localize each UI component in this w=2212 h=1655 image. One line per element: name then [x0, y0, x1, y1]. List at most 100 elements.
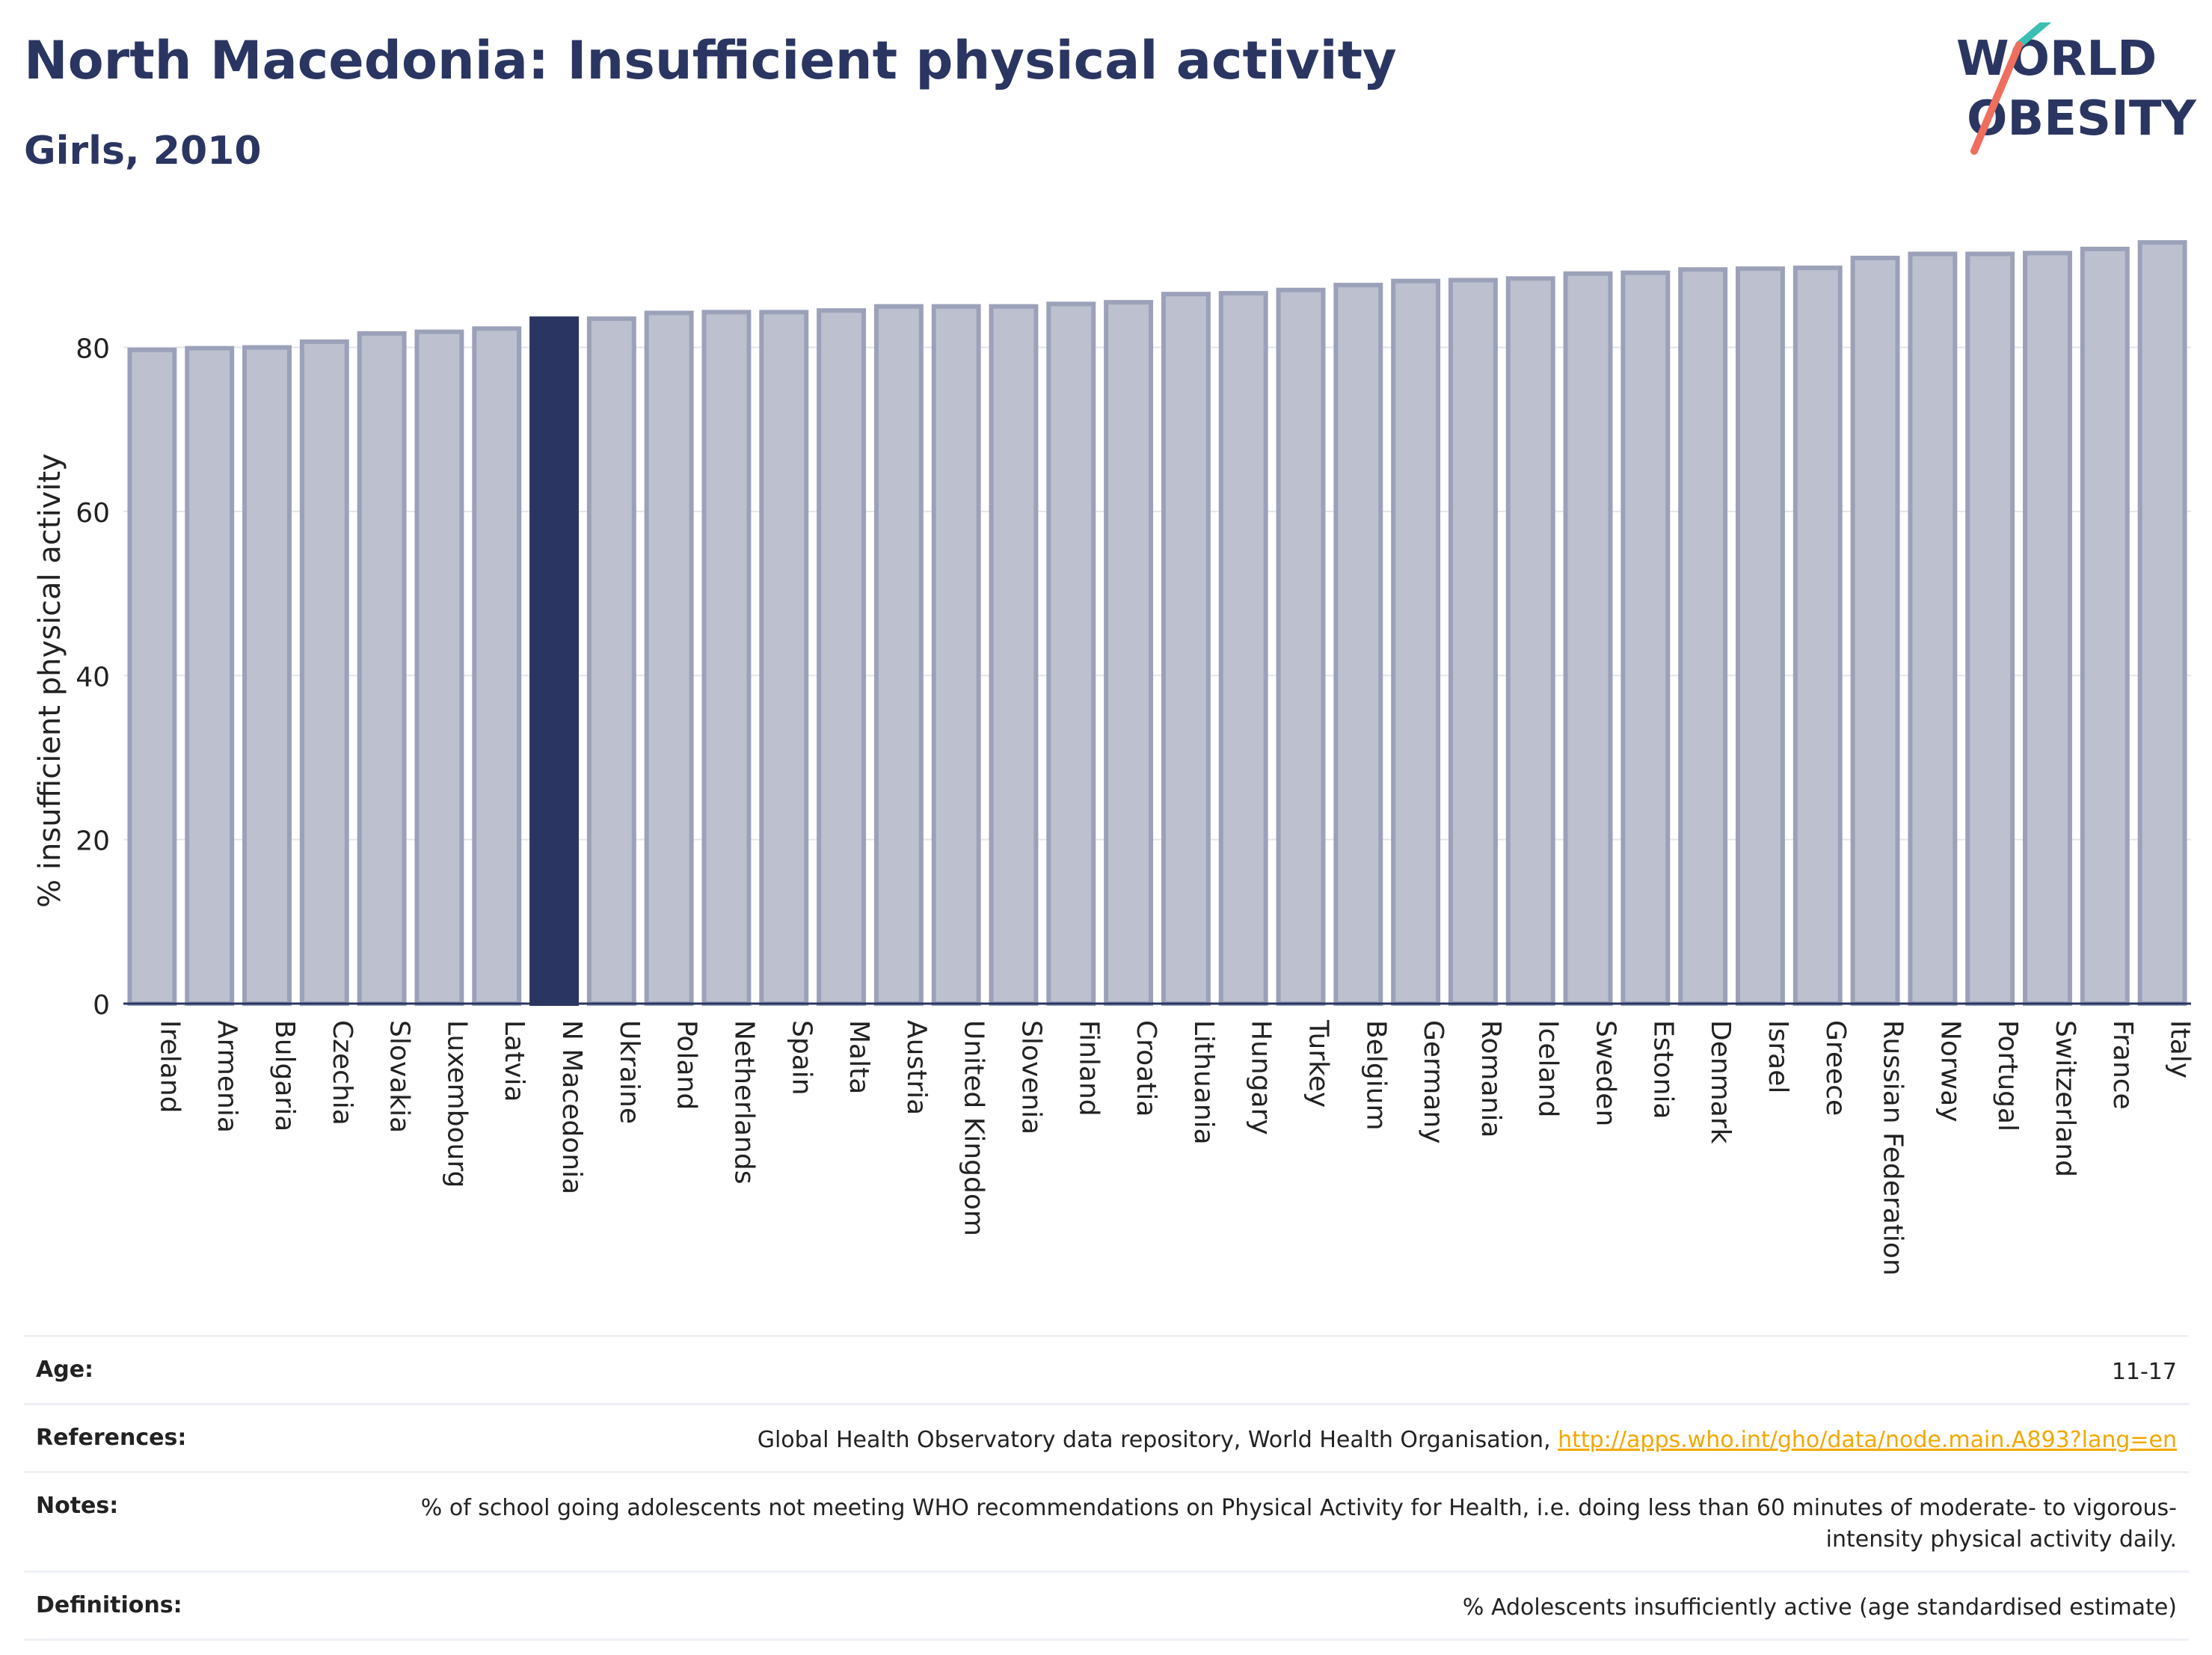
- world-obesity-logo: WORLD OBESITY: [1956, 22, 2196, 155]
- meta-value: 11-17: [2111, 1359, 2177, 1385]
- x-tick-label: Israel: [1763, 1020, 1793, 1093]
- x-tick-label: Iceland: [1533, 1020, 1564, 1117]
- bar-germany: [1391, 278, 1441, 1006]
- x-tick-label: Estonia: [1647, 1020, 1678, 1120]
- x-tick-label: Bulgaria: [269, 1020, 300, 1132]
- bar-belgium: [1333, 283, 1383, 1006]
- chart-subtitle: Girls, 2010: [24, 129, 262, 174]
- x-tick-label: Greece: [1820, 1020, 1851, 1116]
- bar-greece: [1792, 265, 1843, 1006]
- bar-netherlands: [701, 310, 752, 1006]
- bar-lithuania: [1161, 292, 1211, 1006]
- x-tick-label: Romania: [1475, 1020, 1506, 1137]
- bar-switzerland: [2023, 251, 2072, 1006]
- axes: 0 20 40 60 80 Ireland Armenia Bulgaria Czechia Sl…: [76, 334, 2195, 1276]
- bar-portugal: [1965, 251, 2015, 1006]
- x-tick-label: Sweden: [1591, 1020, 1621, 1126]
- x-tick-label: Germany: [1418, 1020, 1448, 1143]
- bar-iceland: [1505, 276, 1555, 1006]
- gridlines: [123, 346, 2191, 841]
- x-tick-label: Poland: [672, 1020, 702, 1110]
- meta-row-notes: Notes: % of school going adolescents not…: [24, 1471, 2189, 1570]
- bar-spain: [759, 310, 809, 1006]
- references-text: Global Health Observatory data repositor…: [757, 1427, 1558, 1453]
- bar-italy: [2137, 240, 2187, 1006]
- bar-turkey: [1276, 287, 1326, 1006]
- x-tick-label: Netherlands: [728, 1020, 759, 1184]
- x-tick-label: Lithuania: [1188, 1020, 1219, 1145]
- bar-armenia: [185, 346, 235, 1006]
- bar-united-kingdom: [931, 304, 981, 1006]
- bar-croatia: [1104, 300, 1154, 1006]
- x-tick-label: Croatia: [1131, 1020, 1161, 1117]
- x-tick-label: Ukraine: [614, 1020, 645, 1124]
- bar-ukraine: [586, 316, 636, 1006]
- x-tick-label: Belgium: [1360, 1020, 1391, 1131]
- x-tick-label: Slovakia: [384, 1020, 415, 1133]
- meta-label: Notes:: [36, 1493, 119, 1519]
- meta-value-references: Global Health Observatory data repositor…: [758, 1425, 2177, 1456]
- meta-value: % of school going adolescents not meetin…: [420, 1495, 2177, 1553]
- y-tick-label: 60: [76, 498, 110, 529]
- x-tick-label: Finland: [1073, 1020, 1104, 1117]
- references-link[interactable]: http://apps.who.int/gho/data/node.main.A…: [1558, 1427, 2177, 1453]
- x-tick-label: Latvia: [499, 1020, 529, 1102]
- x-tick-label: Armenia: [212, 1020, 242, 1133]
- x-tick-label: Malta: [844, 1020, 874, 1094]
- bar-romania: [1448, 277, 1498, 1006]
- y-tick-label: 80: [76, 334, 110, 365]
- bar-finland: [1046, 301, 1096, 1006]
- bar-ireland: [127, 347, 177, 1006]
- bar-luxembourg: [414, 329, 464, 1006]
- x-tick-label: Norway: [1935, 1020, 1965, 1123]
- x-tick-label: Turkey: [1303, 1019, 1334, 1108]
- meta-label: Age:: [36, 1357, 94, 1383]
- x-tick-label: Slovenia: [1016, 1020, 1046, 1134]
- x-tick-label: Portugal: [1992, 1020, 2023, 1132]
- bar-latvia: [472, 326, 522, 1006]
- bar-sweden: [1563, 271, 1613, 1006]
- x-tick-label: N Macedonia: [556, 1020, 587, 1194]
- bar-bulgaria: [242, 345, 292, 1006]
- meta-label: References:: [36, 1425, 187, 1451]
- logo-line2: OBESITY: [1967, 91, 2196, 147]
- meta-row-age: Age: 11-17: [24, 1335, 2189, 1403]
- x-tick-label: Ireland: [154, 1020, 185, 1114]
- bar-slovenia: [989, 304, 1039, 1006]
- bar-denmark: [1678, 267, 1728, 1007]
- bar-norway: [1908, 251, 1958, 1006]
- logo-teal-slash: [2015, 22, 2052, 49]
- bar-malta: [817, 308, 867, 1007]
- x-tick-label: Czechia: [327, 1020, 357, 1126]
- x-tick-label: Denmark: [1705, 1020, 1736, 1144]
- x-tick-label: France: [2107, 1020, 2138, 1110]
- x-tick-label: Russian Federation: [1878, 1020, 1908, 1276]
- meta-label: Definitions:: [36, 1592, 182, 1618]
- bar-chart: 0 20 40 60 80 Ireland Armenia Bulgaria Czechia Sl…: [33, 240, 2196, 1276]
- logo-line1: WORLD: [1956, 31, 2157, 87]
- meta-row-references: References: Global Health Observatory da…: [24, 1403, 2189, 1471]
- bar-estonia: [1620, 270, 1671, 1006]
- y-tick-label: 0: [93, 990, 110, 1021]
- bar-czechia: [299, 339, 349, 1006]
- x-tick-label: Luxembourg: [441, 1020, 472, 1188]
- y-tick-label: 20: [76, 826, 110, 857]
- bar-n-macedonia: [529, 316, 579, 1006]
- x-tick-label: Italy: [2165, 1020, 2196, 1078]
- bar-slovakia: [357, 331, 407, 1006]
- bars: [127, 240, 2187, 1007]
- bar-france: [2080, 246, 2130, 1006]
- bar-austria: [873, 304, 924, 1006]
- meta-row-definitions: Definitions: % Adolescents insufficientl…: [24, 1570, 2189, 1641]
- bar-russian-federation: [1850, 255, 1900, 1006]
- logo-coral-slash: [1970, 41, 2023, 155]
- bar-hungary: [1218, 291, 1268, 1006]
- bar-israel: [1736, 266, 1785, 1006]
- chart-title: North Macedonia: Insufficient physical a…: [24, 30, 1397, 91]
- x-tick-label: Switzerland: [2050, 1020, 2080, 1177]
- x-tick-label: Austria: [901, 1020, 932, 1115]
- y-tick-label: 40: [76, 662, 110, 693]
- x-tick-label: Spain: [786, 1020, 817, 1096]
- x-tick-label: Hungary: [1246, 1020, 1276, 1135]
- metadata-table: Age: 11-17 References: Global Health Obs…: [24, 1335, 2189, 1641]
